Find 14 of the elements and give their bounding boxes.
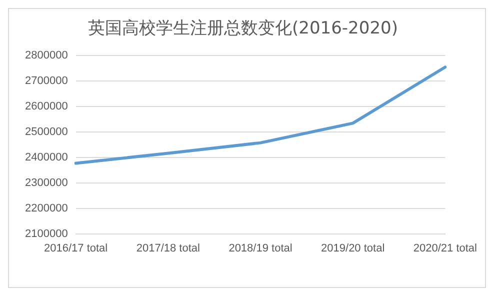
x-tick-label: 2020/21 total [413,242,478,254]
y-tick-label: 2400000 [24,151,68,164]
y-tick-label: 2200000 [24,202,68,214]
chart-title: 英国高校学生注册总数变化(2016-2020) [88,18,398,39]
y-tick-label: 2700000 [24,74,68,87]
x-tick-label: 2016/17 total [44,242,108,254]
y-tick-label: 2100000 [24,228,68,240]
x-tick-label: 2019/20 total [321,242,385,254]
y-tick-label: 2600000 [24,100,68,112]
y-tick-label: 2500000 [24,126,68,138]
y-tick-label: 2300000 [24,176,68,189]
x-tick-label: 2017/18 total [136,242,200,254]
x-tick-label: 2018/19 total [228,242,292,254]
y-tick-label: 2800000 [24,49,68,62]
